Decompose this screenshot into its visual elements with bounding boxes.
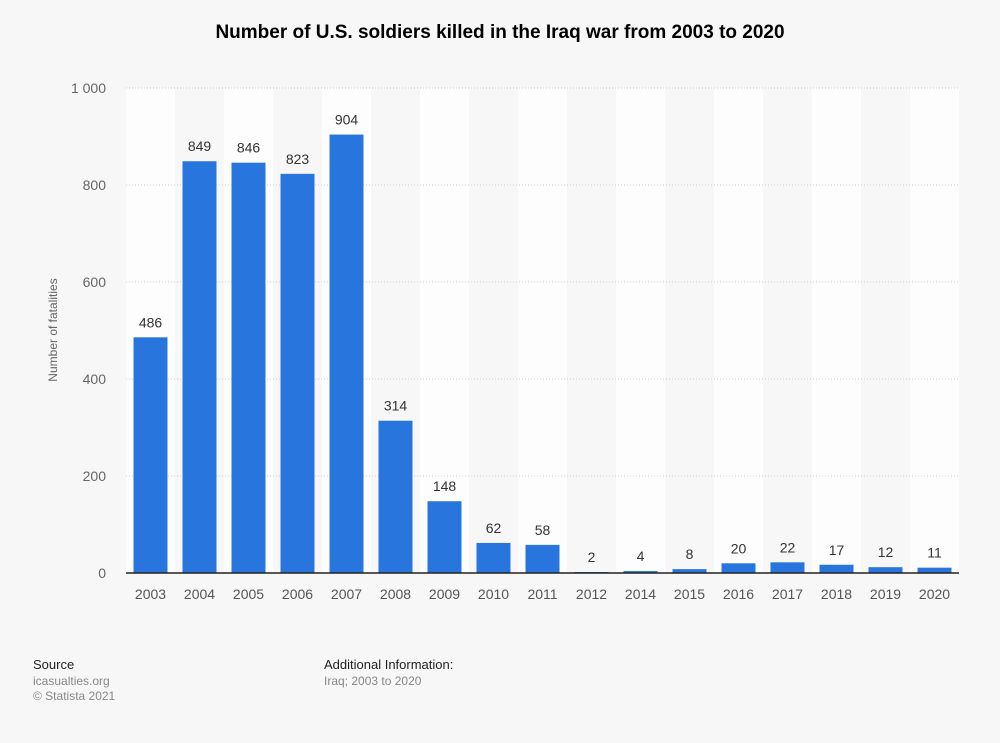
bar-2006 [280, 173, 315, 573]
column-stripe [420, 88, 469, 573]
y-tick-label: 800 [83, 177, 107, 193]
bar-2003 [133, 337, 168, 573]
x-tick-label: 2020 [919, 586, 950, 602]
data-label: 62 [486, 520, 502, 536]
data-label: 12 [878, 544, 894, 560]
copyright: © Statista 2021 [33, 689, 116, 703]
data-label: 8 [686, 546, 694, 562]
x-tick-label: 2018 [821, 586, 852, 602]
source-link[interactable]: icasualties.org [33, 674, 110, 688]
data-label: 314 [384, 398, 408, 414]
bar-2017 [770, 562, 805, 573]
column-stripe [518, 88, 567, 573]
data-label: 2 [588, 549, 596, 565]
bar-2010 [476, 542, 511, 573]
bar-2020 [917, 567, 952, 573]
x-tick-label: 2017 [772, 586, 803, 602]
data-label: 486 [139, 314, 163, 330]
additional-info-block: Additional Information: Iraq; 2003 to 20… [324, 657, 453, 688]
x-tick-label: 2010 [478, 586, 509, 602]
chart-title: Number of U.S. soldiers killed in the Ir… [215, 22, 785, 43]
column-stripe [714, 88, 763, 573]
x-tick-label: 2019 [870, 586, 901, 602]
data-label: 17 [829, 542, 845, 558]
x-tick-label: 2007 [331, 586, 362, 602]
bar-2005 [231, 162, 266, 573]
x-tick-label: 2014 [625, 586, 656, 602]
y-tick-label: 400 [83, 371, 107, 387]
x-tick-label: 2016 [723, 586, 754, 602]
bar-2018 [819, 564, 854, 573]
info-heading: Additional Information: [324, 657, 454, 672]
column-stripe [812, 88, 861, 573]
x-tick-label: 2008 [380, 586, 411, 602]
x-tick-label: 2003 [135, 586, 166, 602]
bar-2016 [721, 563, 756, 573]
data-label: 4 [637, 548, 645, 564]
data-label: 148 [433, 478, 457, 494]
info-text: Iraq; 2003 to 2020 [324, 674, 422, 688]
data-label: 22 [780, 539, 796, 555]
x-tick-label: 2011 [527, 586, 557, 602]
column-stripe [910, 88, 959, 573]
y-tick-label: 0 [98, 565, 106, 581]
bar-2007 [329, 134, 364, 573]
x-tick-label: 2004 [184, 586, 215, 602]
x-tick-label: 2015 [674, 586, 705, 602]
data-label: 904 [335, 112, 359, 128]
x-tick-label: 2005 [233, 586, 264, 602]
x-tick-label: 2006 [282, 586, 313, 602]
x-tick-label: 2009 [429, 586, 460, 602]
bar-2004 [182, 161, 217, 574]
bar-2011 [525, 544, 560, 573]
x-tick-label: 2012 [576, 586, 607, 602]
data-label: 849 [188, 138, 212, 154]
bar-2009 [427, 501, 462, 573]
bar-2015 [672, 569, 707, 573]
source-heading: Source [33, 657, 75, 672]
bar-2008 [378, 420, 413, 573]
data-label: 846 [237, 140, 261, 156]
bar-2014 [623, 571, 658, 573]
data-label: 823 [286, 151, 310, 167]
data-label: 58 [535, 522, 551, 538]
source-block: Source icasualties.org © Statista 2021 [33, 657, 115, 703]
y-tick-label: 200 [83, 468, 107, 484]
data-label: 20 [731, 540, 747, 556]
y-tick-label: 600 [83, 274, 107, 290]
column-stripe [616, 88, 665, 573]
y-tick-label: 1 000 [71, 80, 106, 96]
data-label: 11 [927, 545, 942, 561]
bar-2019 [868, 567, 903, 573]
